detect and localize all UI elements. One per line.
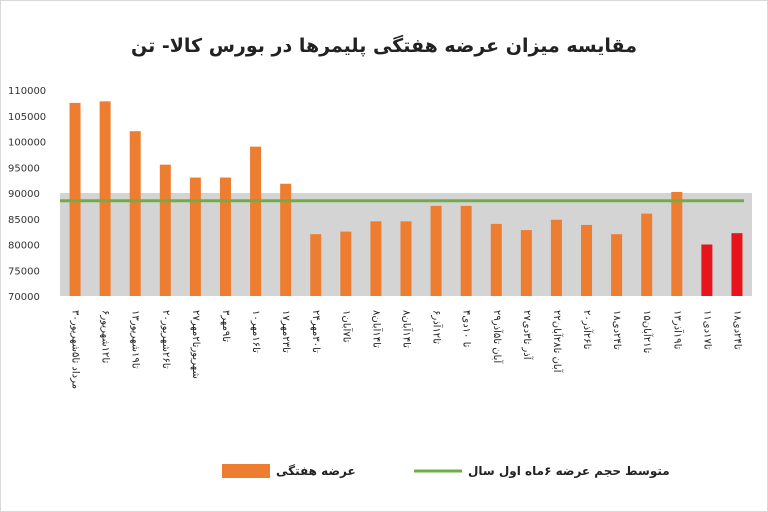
- x-tick-label: ۲۷شهریورتا۲مهر: [190, 310, 201, 379]
- bar-18: [581, 224, 593, 296]
- bar-5: [189, 177, 201, 296]
- bar-3: [129, 131, 141, 296]
- x-tick-label: ۳تا۹مهر: [220, 310, 231, 342]
- legend-label-weekly: عرضه هفتگی: [276, 464, 356, 478]
- bar-4: [159, 164, 171, 296]
- bar-2: [99, 101, 111, 296]
- x-tick-label: ۲۲آبان تا۲۸آبان: [551, 310, 564, 374]
- x-tick-label: ۲۴تا۳۰مهر: [310, 310, 321, 353]
- x-tick-label: ۸تا۱۴آبان: [401, 310, 414, 348]
- x-tick-label: ۱۳تا۱۹شهریور: [130, 310, 141, 369]
- bar-12: [400, 221, 412, 296]
- bar-7: [250, 146, 262, 296]
- bar-11: [370, 221, 382, 296]
- y-tick-label: 95000: [8, 163, 40, 174]
- x-tick-label: ۸تا۱۴آبان: [370, 310, 383, 348]
- y-tick-label: 100000: [8, 138, 46, 149]
- bar-14: [460, 205, 472, 296]
- bar-15: [490, 223, 502, 296]
- bar-16: [520, 230, 532, 296]
- y-tick-label: 80000: [8, 241, 40, 252]
- x-tick-label: ۲۷آذر تا۳دی: [521, 310, 534, 361]
- x-tick-label: ۳۰مرداد تا۵شهریور: [70, 310, 81, 389]
- bar-8: [280, 183, 292, 296]
- x-tick-label: ۶تا۱۲آذر: [431, 310, 444, 344]
- x-tick-label: ۱۸تا۲۴دی: [731, 310, 742, 350]
- x-tick-label: ۱۰تا۱۶مهر: [250, 310, 261, 353]
- bar-17: [550, 219, 562, 296]
- bar-23: [731, 233, 743, 296]
- bar-13: [430, 205, 442, 296]
- chart-title: مقایسه میزان عرضه هفتگی پلیمرها در بورس …: [131, 34, 637, 57]
- bar-21: [671, 191, 683, 296]
- y-tick-label: 70000: [8, 292, 40, 303]
- y-tick-label: 75000: [8, 266, 40, 277]
- x-tick-label: ۱۱تا۱۷دی: [701, 310, 712, 350]
- x-tick-label: ۱۵تا۲۱آبان: [641, 310, 654, 354]
- bar-9: [310, 234, 322, 296]
- x-tick-label: ۴تا ۱۰دی: [461, 310, 472, 348]
- x-tick-label: ۲۰تا۲۶آذر: [581, 310, 594, 350]
- legend-swatch-weekly: [222, 464, 270, 478]
- x-tick-label: ۱۸تا۲۴دی: [611, 310, 622, 350]
- y-tick-label: 90000: [8, 189, 40, 200]
- x-tick-label: ۱تا۷آبان: [340, 310, 353, 343]
- bar-6: [219, 177, 231, 296]
- bar-20: [641, 213, 653, 296]
- bar-22: [701, 244, 713, 296]
- bar-19: [611, 234, 623, 296]
- y-tick-label: 110000: [8, 86, 46, 97]
- x-tick-label: ۶تا۱۲شهریور: [100, 310, 111, 363]
- x-tick-label: ۲۰تا۲۶شهریور: [160, 310, 171, 369]
- x-tick-label: ۱۳تا۱۹آذر: [671, 310, 684, 350]
- x-tick-label: ۱۷تا۲۳مهر: [280, 310, 291, 353]
- x-tick-label: ۲۹آبان تا۵آذر: [491, 310, 504, 364]
- y-tick-label: 105000: [8, 112, 46, 123]
- legend-label-average: متوسط حجم عرضه ۶ماه اول سال: [468, 464, 670, 479]
- bar-10: [340, 231, 352, 296]
- y-tick-label: 85000: [8, 215, 40, 226]
